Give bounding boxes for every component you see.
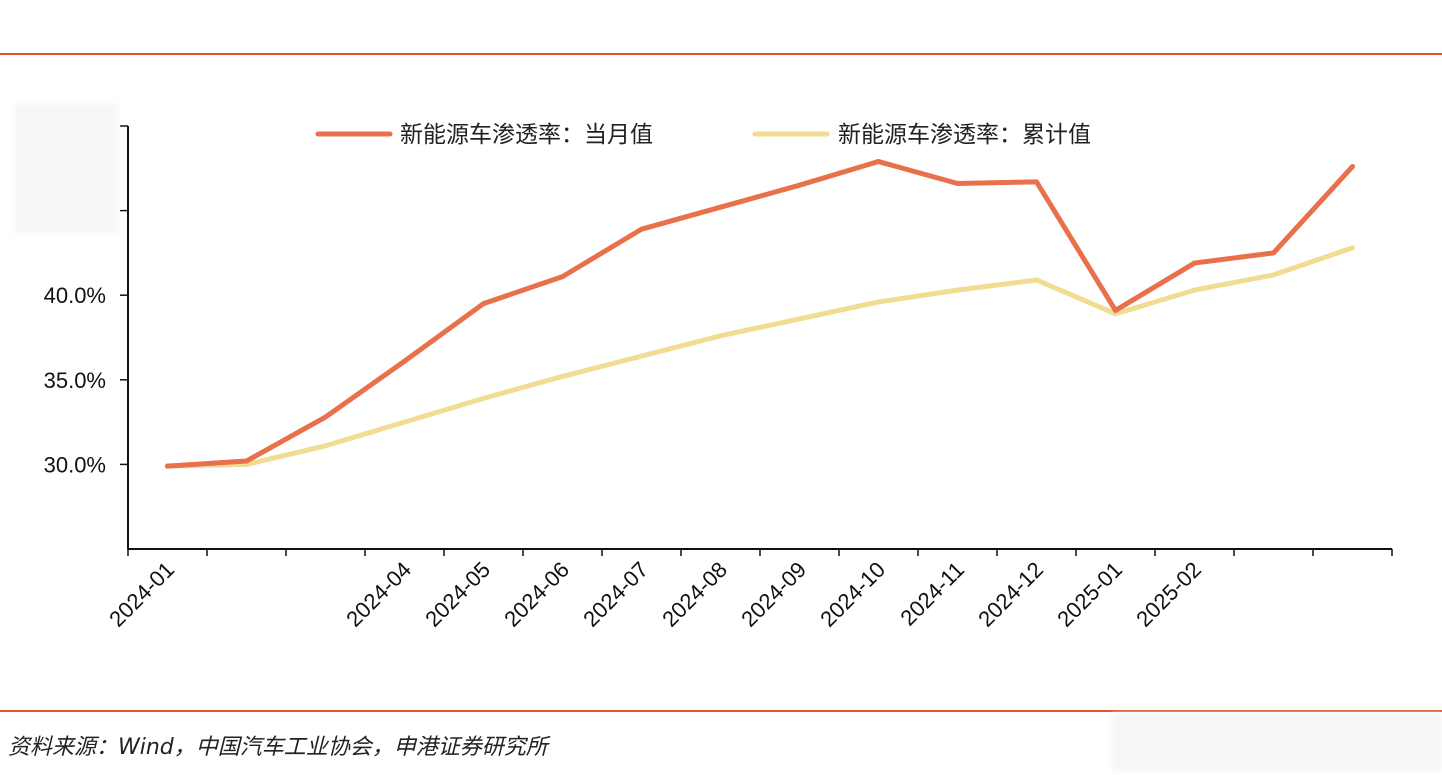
data-point-cumulative <box>323 443 328 449</box>
x-tick-label: 2024-08 <box>657 557 732 632</box>
data-point-monthly <box>639 226 644 232</box>
chart-series <box>165 159 1355 469</box>
series-line-cumulative <box>165 245 1355 469</box>
data-point-monthly <box>402 358 407 364</box>
y-tick-label: 30.0% <box>44 452 106 477</box>
data-point-monthly <box>165 463 170 469</box>
y-axis-ticks: 30.0% 35.0% 40.0% <box>44 125 128 477</box>
data-point-cumulative <box>1192 287 1197 293</box>
series-line-monthly <box>165 159 1355 469</box>
data-point-monthly <box>1034 179 1039 185</box>
chart-axes <box>127 126 1392 550</box>
data-point-monthly <box>876 159 881 165</box>
data-point-cumulative <box>481 395 486 401</box>
data-point-cumulative <box>1350 245 1355 251</box>
data-point-monthly <box>481 301 486 307</box>
y-tick-label: 35.0% <box>44 368 106 393</box>
x-tick-label: 2024-04 <box>341 557 416 632</box>
chart-legend: 新能源车渗透率：当月值 新能源车渗透率：累计值 <box>315 122 1091 148</box>
x-tick-label: 2025-02 <box>1131 557 1206 632</box>
data-point-cumulative <box>1271 272 1276 278</box>
x-tick-label: 2025-01 <box>1052 557 1127 632</box>
legend-label: 新能源车渗透率：累计值 <box>838 122 1091 148</box>
y-tick-label: 40.0% <box>44 283 106 308</box>
data-point-cumulative <box>797 316 802 322</box>
data-point-monthly <box>1350 164 1355 170</box>
data-point-cumulative <box>718 333 723 339</box>
data-point-cumulative <box>955 287 960 293</box>
data-point-monthly <box>560 274 565 280</box>
data-point-monthly <box>797 182 802 188</box>
x-tick-label: 2024-11 <box>895 557 969 631</box>
x-tick-label: 2024-10 <box>815 557 890 632</box>
x-tick-label: 2024-06 <box>499 557 574 632</box>
data-point-cumulative <box>560 373 565 379</box>
source-note: 资料来源：Wind，中国汽车工业协会，申港证券研究所 <box>8 735 548 760</box>
data-point-monthly <box>718 204 723 210</box>
line-chart: 30.0%35.0%40.0% 2024-01 2024-04 2024-05 202… <box>44 122 1393 632</box>
x-axis-ticks: 2024-01 2024-04 2024-05 2024-06 2024-07 2024-… <box>104 549 1393 632</box>
data-point-cumulative <box>639 353 644 359</box>
data-point-cumulative <box>402 419 407 425</box>
x-tick-label: 2024-05 <box>420 557 495 632</box>
data-point-cumulative <box>1034 277 1039 283</box>
x-tick-label: 2024-07 <box>578 557 653 632</box>
x-tick-label: 2024-12 <box>973 557 1048 632</box>
top-divider <box>0 53 1442 55</box>
data-point-monthly <box>1271 250 1276 256</box>
data-point-monthly <box>244 458 249 464</box>
data-point-monthly <box>1192 260 1197 266</box>
x-tick-label: 2024-09 <box>736 557 811 632</box>
blurred-patch <box>14 104 118 234</box>
blurred-patch <box>1112 712 1442 772</box>
data-point-monthly <box>323 414 328 420</box>
data-point-cumulative <box>876 299 881 305</box>
legend-label: 新能源车渗透率：当月值 <box>400 122 653 148</box>
data-point-monthly <box>1113 307 1118 313</box>
data-point-monthly <box>955 181 960 187</box>
x-tick-label: 2024-01 <box>104 557 179 632</box>
bottom-divider <box>0 710 1442 712</box>
